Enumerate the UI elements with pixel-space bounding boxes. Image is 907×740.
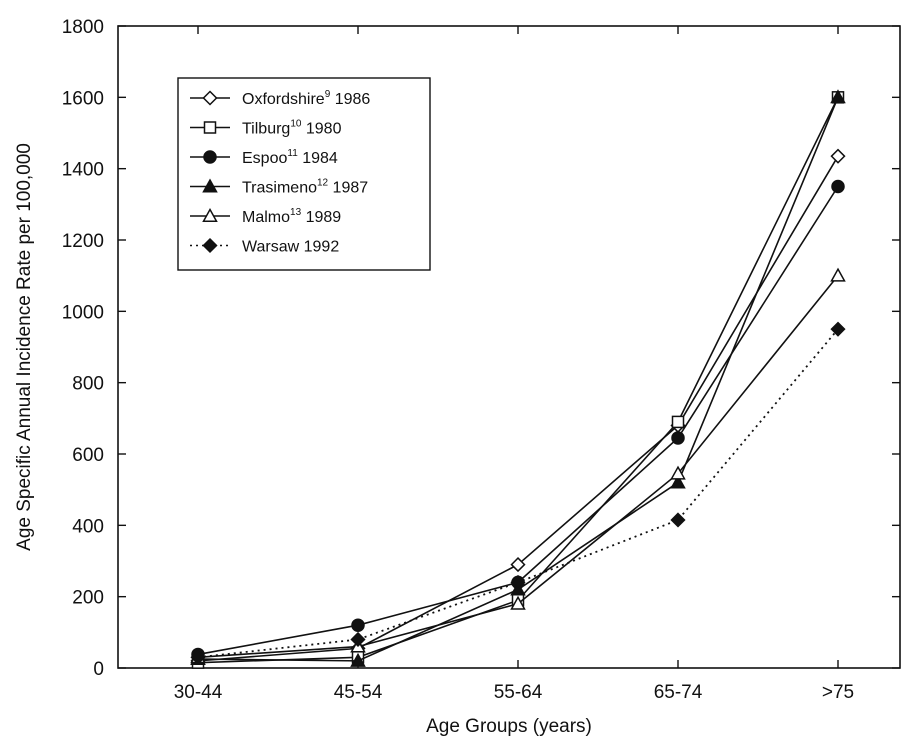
data-point — [190, 649, 206, 665]
data-point — [510, 557, 526, 573]
data-point — [351, 618, 365, 632]
legend-marker — [202, 90, 218, 106]
legend-reference-number: 10 — [290, 119, 302, 130]
legend-box — [177, 77, 431, 271]
data-point — [671, 431, 685, 445]
y-tick-label: 1800 — [62, 17, 104, 38]
legend-series-name: Tilburg — [242, 121, 290, 138]
data-point — [670, 474, 686, 489]
y-tick-label: 1400 — [62, 160, 104, 181]
data-point — [350, 631, 366, 648]
legend-item: Warsaw 1992 — [190, 237, 339, 256]
x-tick-label: 45-54 — [334, 682, 383, 703]
legend-label: Malmo13 1989 — [242, 207, 341, 226]
legend-series-name: Trasimeno — [242, 180, 317, 197]
legend-label: Espoo11 1984 — [242, 148, 338, 167]
y-tick-label: 800 — [72, 374, 104, 395]
legend-marker — [202, 178, 218, 193]
y-tick-label: 1200 — [62, 231, 104, 252]
data-point — [510, 574, 526, 590]
data-point — [671, 415, 685, 429]
x-tick-label: 55-64 — [494, 682, 543, 703]
legend-label: Oxfordshire9 1986 — [242, 89, 370, 108]
legend-item: Oxfordshire9 1986 — [190, 89, 370, 108]
y-axis-title: Age Specific Annual Incidence Rate per 1… — [14, 143, 35, 551]
legend-year: 1986 — [330, 91, 370, 108]
series-malmo — [190, 267, 846, 664]
legend-series-name: Malmo — [242, 209, 290, 226]
series-warsaw — [190, 321, 846, 665]
legend-reference-number: 9 — [325, 89, 331, 100]
legend-label: Warsaw 1992 — [242, 239, 339, 256]
legend-marker — [203, 150, 217, 164]
x-tick-label: 65-74 — [654, 682, 703, 703]
y-tick-label: 0 — [93, 659, 104, 680]
data-point — [830, 148, 846, 164]
legend-series-name: Warsaw — [242, 239, 300, 256]
x-axis-title: Age Groups (years) — [426, 716, 592, 737]
legend-series-name: Oxfordshire — [242, 91, 325, 108]
data-point — [830, 89, 846, 104]
y-tick-label: 1000 — [62, 302, 104, 323]
legend-label: Trasimeno12 1987 — [242, 178, 368, 197]
legend-item: Malmo13 1989 — [190, 207, 341, 226]
data-point — [831, 179, 845, 194]
x-tick-label: 30-44 — [174, 682, 223, 703]
y-tick-label: 1600 — [62, 88, 104, 109]
data-point — [670, 465, 686, 480]
legend-reference-number: 11 — [287, 148, 298, 159]
legend-item: Espoo11 1984 — [190, 148, 338, 167]
legend-marker — [202, 237, 218, 254]
data-point — [830, 267, 846, 282]
legend-year: 1980 — [301, 121, 341, 138]
legend-item: Trasimeno12 1987 — [190, 178, 368, 197]
y-tick-label: 200 — [72, 588, 104, 609]
y-tick-label: 400 — [72, 516, 104, 537]
legend-reference-number: 12 — [317, 178, 329, 189]
legend-item: Tilburg10 1980 — [190, 119, 342, 138]
legend-reference-number: 13 — [290, 207, 302, 218]
data-point — [830, 321, 846, 337]
data-point — [670, 512, 686, 528]
legend-year: 1984 — [298, 150, 338, 167]
legend-year: 1989 — [301, 209, 341, 226]
legend-series-name: Espoo — [242, 150, 287, 167]
legend-year: 1987 — [328, 180, 368, 197]
legend-label: Tilburg10 1980 — [242, 119, 342, 138]
data-point — [510, 595, 526, 610]
y-tick-label: 600 — [72, 445, 104, 466]
legend-year: 1992 — [299, 239, 339, 256]
plot-area-frame — [117, 25, 901, 669]
legend-marker — [203, 121, 217, 134]
legend-marker — [202, 207, 218, 222]
data-point — [350, 652, 366, 667]
x-tick-label: >75 — [822, 682, 854, 703]
